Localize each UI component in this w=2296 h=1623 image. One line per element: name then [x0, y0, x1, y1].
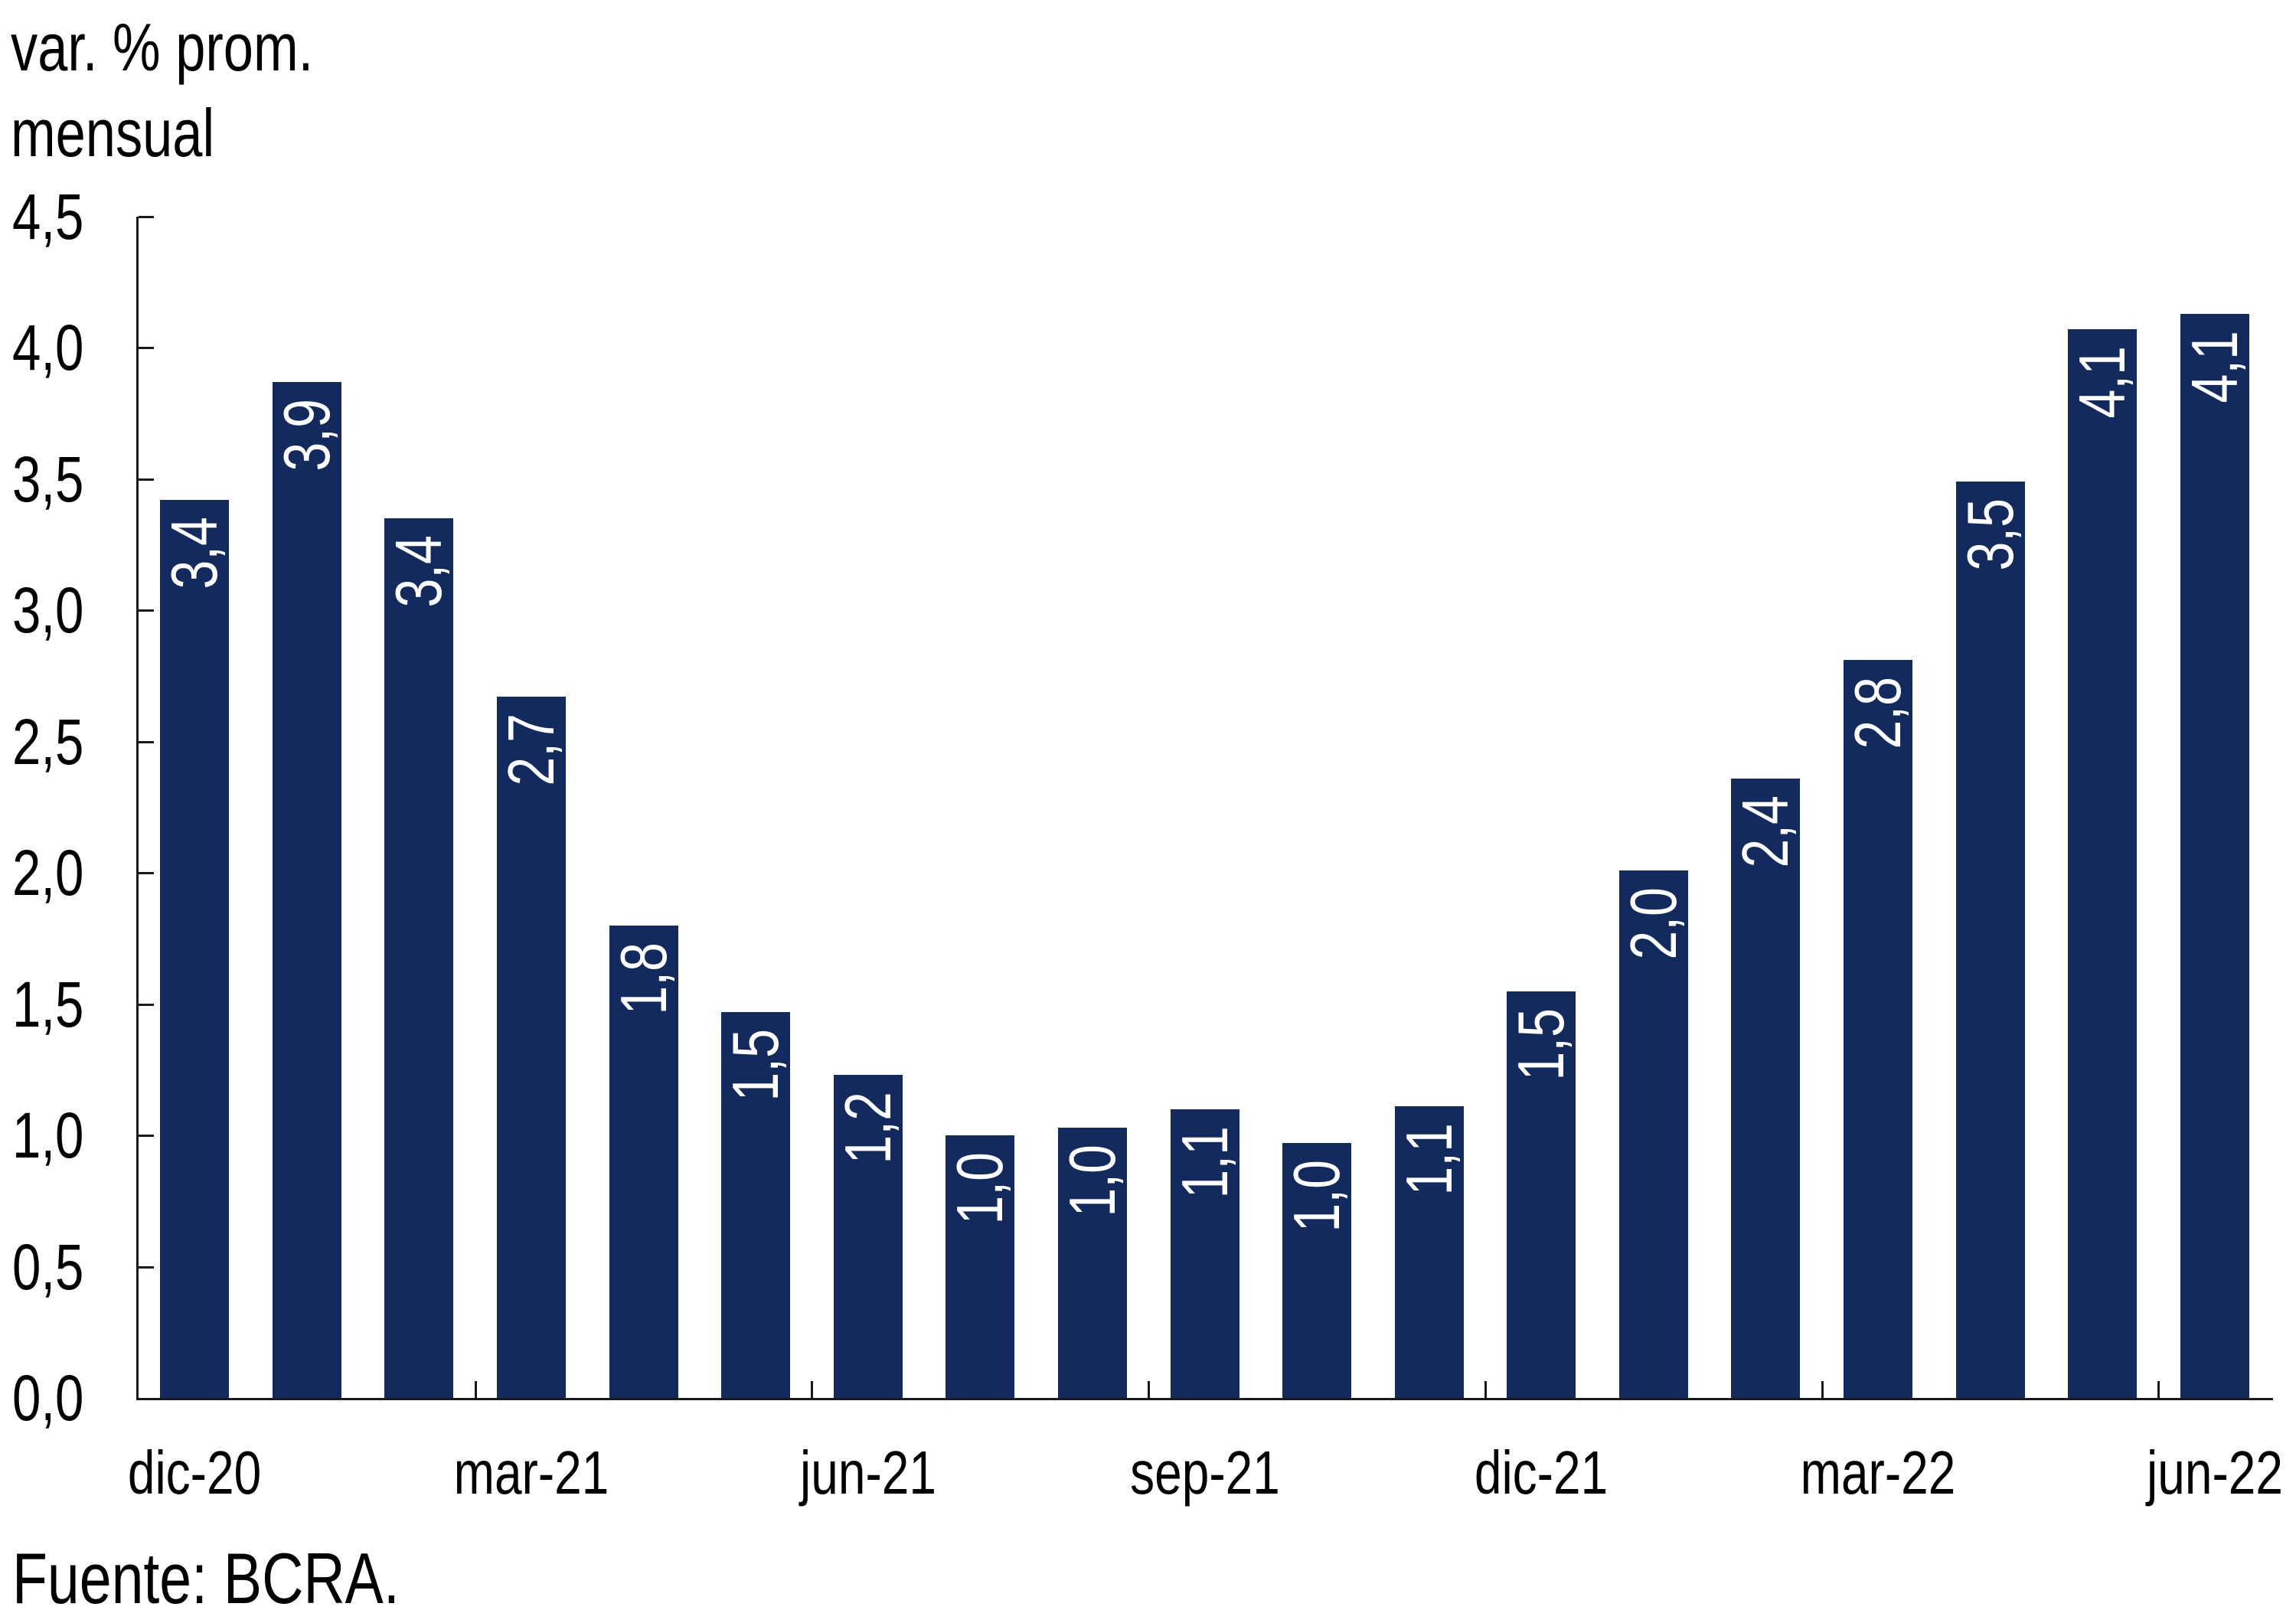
- x-tick: [1484, 1381, 1487, 1398]
- x-axis-line: [136, 1398, 2273, 1400]
- y-tick-label-text: 4,5: [12, 181, 84, 253]
- bar: 3,5: [1955, 482, 2027, 1398]
- y-axis-title-line2: mensual: [11, 95, 215, 171]
- y-tick-label: 0,5: [12, 1235, 135, 1299]
- x-tick: [811, 1381, 814, 1398]
- x-tick-label-text: dic-20: [128, 1438, 262, 1507]
- y-tick: [139, 347, 154, 350]
- bar-value-label: 4,1: [2066, 346, 2139, 419]
- bar: 2,0: [1618, 870, 1690, 1398]
- bar: 2,7: [495, 697, 568, 1398]
- bar: 1,1: [1169, 1109, 1242, 1398]
- bar: 1,2: [832, 1075, 905, 1398]
- bar: 1,5: [720, 1012, 792, 1398]
- y-tick-label: 3,5: [12, 447, 135, 511]
- x-tick-label-text: sep-21: [1129, 1438, 1280, 1507]
- y-tick-label: 4,0: [12, 315, 135, 380]
- x-tick-label: mar-22: [1781, 1442, 1974, 1504]
- x-tick-label: jun-22: [2130, 1442, 2296, 1504]
- y-tick-label-text: 1,5: [12, 968, 84, 1040]
- y-axis-title: var. % prom. mensual: [11, 5, 389, 176]
- bar-value-label: 4,1: [2179, 331, 2252, 403]
- y-tick-label-text: 3,0: [12, 574, 84, 647]
- x-tick: [1821, 1381, 1824, 1398]
- x-tick-label: dic-21: [1458, 1442, 1625, 1504]
- bar: 4,1: [2179, 314, 2252, 1398]
- bar-value-label: 1,8: [608, 942, 681, 1015]
- bar: 3,9: [271, 382, 344, 1398]
- bar-value-label: 1,5: [720, 1029, 792, 1102]
- y-tick: [139, 1003, 154, 1006]
- y-tick: [139, 478, 154, 481]
- bar: 3,4: [158, 500, 231, 1398]
- bar: 1,0: [944, 1135, 1017, 1398]
- x-tick-label: sep-21: [1111, 1442, 1298, 1504]
- x-tick: [2157, 1381, 2160, 1398]
- x-tick-label-text: mar-21: [453, 1438, 609, 1507]
- bar-value-label: 1,0: [1057, 1145, 1129, 1217]
- y-tick-label: 1,0: [12, 1103, 135, 1167]
- bar-value-label: 3,5: [1955, 498, 2027, 571]
- y-tick: [139, 216, 154, 218]
- bar-value-label: 1,0: [1281, 1160, 1354, 1233]
- bar-value-label: 2,4: [1729, 795, 1802, 868]
- bar-value-label: 3,9: [271, 399, 344, 472]
- bar: 2,8: [1842, 660, 1915, 1398]
- y-tick: [139, 1135, 154, 1138]
- bar-value-label: 1,1: [1393, 1123, 1466, 1196]
- bar: 2,4: [1729, 779, 1802, 1398]
- y-tick: [139, 1265, 154, 1269]
- bar: 1,8: [608, 926, 681, 1398]
- bar-value-label: 3,4: [158, 517, 231, 589]
- y-axis-title-line1: var. % prom.: [11, 9, 314, 85]
- source-note: Fuente: BCRA.: [12, 1540, 496, 1617]
- bar-value-label: 3,4: [383, 535, 456, 608]
- bar: 3,4: [383, 518, 456, 1398]
- bar-value-label: 1,2: [832, 1092, 905, 1164]
- bar-value-label: 1,0: [944, 1152, 1017, 1225]
- y-tick-label: 3,0: [12, 578, 135, 642]
- bar: 1,1: [1393, 1106, 1466, 1398]
- bar: 1,0: [1281, 1143, 1354, 1398]
- x-tick-label-text: dic-21: [1475, 1438, 1609, 1507]
- bar-value-label: 2,7: [495, 714, 568, 786]
- y-tick-label: 2,5: [12, 710, 135, 774]
- y-tick: [139, 872, 154, 875]
- x-tick: [474, 1381, 477, 1398]
- x-tick: [1148, 1381, 1151, 1398]
- y-tick-label-text: 1,0: [12, 1099, 84, 1172]
- bar-value-label: 2,8: [1842, 677, 1915, 749]
- bar-value-label: 1,5: [1505, 1008, 1578, 1081]
- bar: 1,5: [1505, 991, 1578, 1398]
- source-note-text: Fuente: BCRA.: [12, 1538, 400, 1618]
- bar-value-label: 1,1: [1169, 1126, 1242, 1199]
- y-tick-label: 2,0: [12, 841, 135, 905]
- y-tick-label-text: 2,0: [12, 837, 84, 909]
- x-tick-label-text: jun-21: [799, 1438, 936, 1507]
- x-tick-label-text: mar-22: [1800, 1438, 1956, 1507]
- bar: 1,0: [1057, 1128, 1129, 1398]
- y-tick-label-text: 0,0: [12, 1362, 84, 1434]
- y-tick: [139, 740, 154, 743]
- bar: 4,1: [2066, 329, 2139, 1398]
- x-tick-label: jun-21: [783, 1442, 953, 1504]
- y-tick-label-text: 2,5: [12, 705, 84, 778]
- bar-value-label: 2,0: [1618, 887, 1690, 960]
- y-axis-line: [136, 217, 139, 1400]
- y-tick: [139, 609, 154, 612]
- x-tick-label: dic-20: [111, 1442, 278, 1504]
- y-tick-label: 1,5: [12, 972, 135, 1037]
- y-tick-label-text: 3,5: [12, 442, 84, 515]
- y-tick-label: 0,0: [12, 1366, 135, 1430]
- x-tick-label: mar-21: [434, 1442, 628, 1504]
- y-tick-label-text: 4,0: [12, 312, 84, 384]
- y-tick-label: 4,5: [12, 185, 135, 249]
- x-tick-label-text: jun-22: [2146, 1438, 2283, 1507]
- y-tick-label-text: 0,5: [12, 1230, 84, 1303]
